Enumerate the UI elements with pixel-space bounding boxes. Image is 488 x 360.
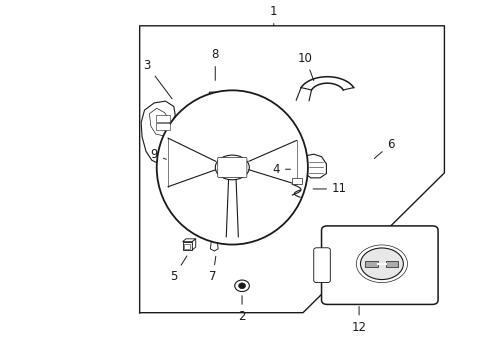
Text: 8: 8 bbox=[211, 48, 219, 80]
Ellipse shape bbox=[234, 280, 249, 292]
FancyBboxPatch shape bbox=[313, 248, 330, 283]
Polygon shape bbox=[182, 239, 195, 242]
Polygon shape bbox=[192, 239, 195, 250]
Ellipse shape bbox=[215, 155, 249, 180]
Text: 3: 3 bbox=[143, 59, 172, 99]
Text: 10: 10 bbox=[297, 51, 313, 81]
Polygon shape bbox=[365, 261, 377, 267]
Polygon shape bbox=[304, 154, 326, 178]
Text: 11: 11 bbox=[312, 183, 346, 195]
Polygon shape bbox=[209, 92, 226, 100]
Text: 9: 9 bbox=[150, 148, 166, 161]
Polygon shape bbox=[284, 167, 288, 170]
Ellipse shape bbox=[157, 90, 307, 244]
Bar bbox=[292, 178, 302, 184]
Polygon shape bbox=[288, 158, 305, 177]
Text: 6: 6 bbox=[374, 138, 394, 158]
Polygon shape bbox=[161, 156, 171, 166]
Text: 5: 5 bbox=[170, 256, 186, 283]
Bar bbox=[156, 116, 170, 122]
Polygon shape bbox=[182, 242, 192, 250]
FancyBboxPatch shape bbox=[321, 226, 437, 305]
Ellipse shape bbox=[360, 248, 403, 280]
Polygon shape bbox=[385, 261, 398, 267]
Polygon shape bbox=[141, 101, 181, 165]
Text: 12: 12 bbox=[351, 306, 366, 333]
Text: 7: 7 bbox=[209, 256, 216, 283]
Text: 4: 4 bbox=[272, 163, 290, 176]
Polygon shape bbox=[211, 238, 217, 241]
Ellipse shape bbox=[228, 165, 236, 170]
Polygon shape bbox=[212, 100, 224, 104]
Text: 1: 1 bbox=[269, 5, 277, 26]
Ellipse shape bbox=[238, 283, 245, 289]
Text: 2: 2 bbox=[238, 296, 245, 323]
Bar bbox=[183, 244, 190, 249]
FancyBboxPatch shape bbox=[217, 157, 246, 177]
Polygon shape bbox=[210, 241, 218, 251]
Bar bbox=[156, 123, 170, 130]
Polygon shape bbox=[149, 108, 171, 136]
